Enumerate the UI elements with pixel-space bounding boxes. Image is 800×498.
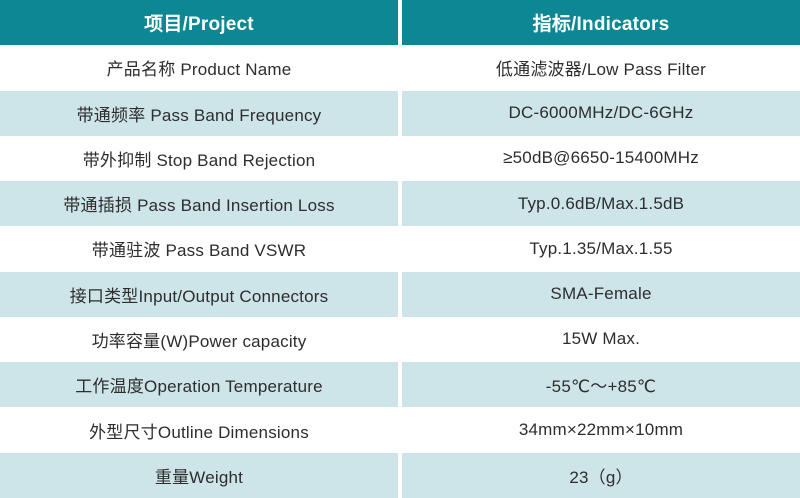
indicator-cell: SMA-Female <box>402 271 800 317</box>
table-row-insertion-loss: 带通插损 Pass Band Insertion Loss Typ.0.6dB/… <box>0 181 800 227</box>
project-cell: 功率容量(W)Power capacity <box>0 316 398 363</box>
table-row-stop-band-rejection: 带外抑制 Stop Band Rejection ≥50dB@6650-1540… <box>0 135 800 182</box>
header-indicators: 指标/Indicators <box>402 0 800 46</box>
project-cell: 外型尺寸Outline Dimensions <box>0 407 398 453</box>
table-row-product-name: 产品名称 Product Name 低通滤波器/Low Pass Filter <box>0 45 800 91</box>
table-row-vswr: 带通驻波 Pass Band VSWR Typ.1.35/Max.1.55 <box>0 226 800 272</box>
project-cell: 带通驻波 Pass Band VSWR <box>0 226 398 272</box>
table-row-pass-band-frequency: 带通频率 Pass Band Frequency DC-6000MHz/DC-6… <box>0 90 800 136</box>
project-cell: 带通插损 Pass Band Insertion Loss <box>0 181 398 227</box>
table-row-outline-dimensions: 外型尺寸Outline Dimensions 34mm×22mm×10mm <box>0 407 800 453</box>
project-cell: 接口类型Input/Output Connectors <box>0 271 398 317</box>
project-cell: 工作温度Operation Temperature <box>0 362 398 408</box>
indicator-cell: DC-6000MHz/DC-6GHz <box>402 90 800 136</box>
project-cell: 带通频率 Pass Band Frequency <box>0 90 398 136</box>
header-project: 项目/Project <box>0 0 398 46</box>
indicator-cell: -55℃～+85℃ <box>402 362 800 408</box>
table-header-row: 项目/Project 指标/Indicators <box>0 0 800 46</box>
project-cell: 带外抑制 Stop Band Rejection <box>0 135 398 182</box>
table-row-operation-temperature: 工作温度Operation Temperature -55℃～+85℃ <box>0 362 800 408</box>
indicator-cell: 23（g） <box>402 452 800 498</box>
indicator-cell: 34mm×22mm×10mm <box>402 407 800 453</box>
indicator-cell: Typ.1.35/Max.1.55 <box>402 226 800 272</box>
indicator-cell: 15W Max. <box>402 316 800 363</box>
project-cell: 重量Weight <box>0 452 398 498</box>
indicator-cell: Typ.0.6dB/Max.1.5dB <box>402 181 800 227</box>
indicator-cell: 低通滤波器/Low Pass Filter <box>402 45 800 91</box>
table-row-weight: 重量Weight 23（g） <box>0 452 800 498</box>
indicator-cell: ≥50dB@6650-15400MHz <box>402 135 800 182</box>
project-cell: 产品名称 Product Name <box>0 45 398 91</box>
table-row-connectors: 接口类型Input/Output Connectors SMA-Female <box>0 271 800 317</box>
table-row-power-capacity: 功率容量(W)Power capacity 15W Max. <box>0 316 800 363</box>
